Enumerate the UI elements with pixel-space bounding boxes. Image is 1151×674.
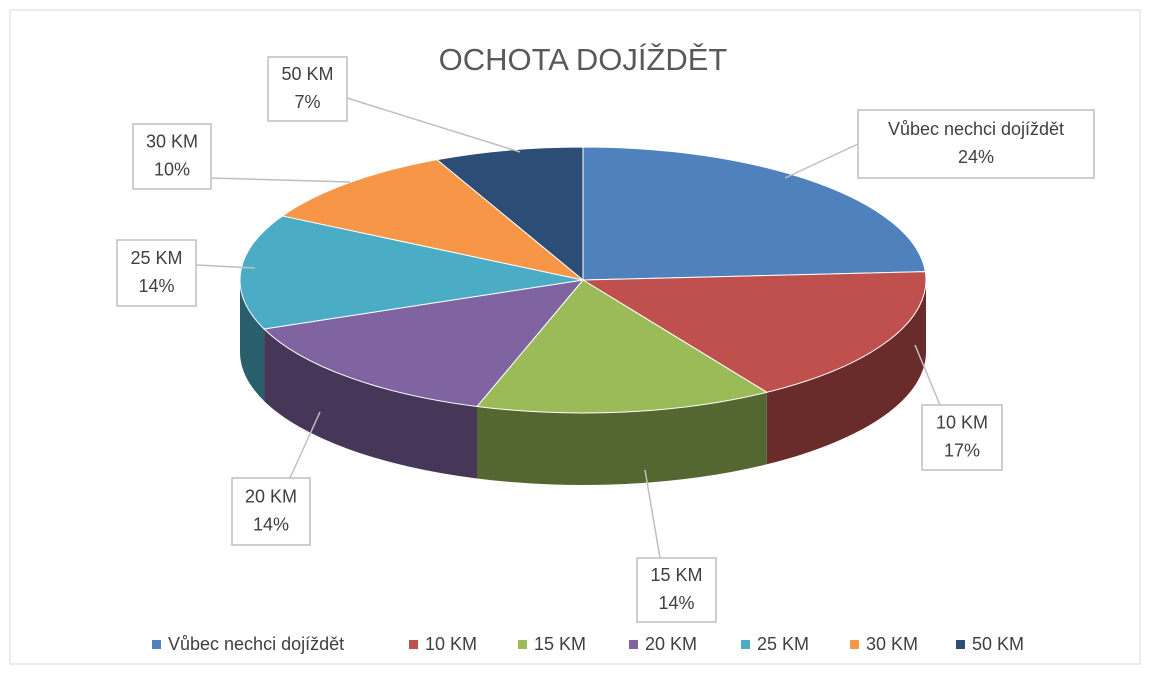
- leader-line: [210, 177, 351, 183]
- legend-swatch: [956, 640, 965, 649]
- legend-label: 30 KM: [866, 634, 918, 654]
- label-box: [857, 109, 1095, 179]
- slice: [239, 215, 584, 330]
- legend-label: 50 KM: [972, 634, 1024, 654]
- legend-label: 25 KM: [757, 634, 809, 654]
- leader-line: [346, 97, 521, 153]
- slice: [476, 279, 769, 414]
- label-box: [267, 56, 348, 122]
- label-box: [132, 123, 212, 190]
- slice-side: [477, 392, 767, 485]
- data-label-value: 14%: [138, 276, 174, 296]
- data-label-value: 14%: [658, 593, 694, 613]
- slice-side: [766, 280, 926, 465]
- slice-side: [264, 328, 478, 479]
- data-label-value: 10%: [154, 159, 190, 179]
- slice-side: [240, 280, 265, 401]
- data-label-name: 10 KM: [936, 412, 988, 432]
- data-label-value: 17%: [944, 440, 980, 460]
- legend-swatch: [850, 640, 859, 649]
- data-label-value: 24%: [958, 147, 994, 167]
- legend-swatch: [741, 640, 750, 649]
- leader-line: [914, 344, 941, 406]
- data-label-name: Vůbec nechci dojíždět: [888, 119, 1064, 139]
- legend-label: 20 KM: [645, 634, 697, 654]
- leader-line: [644, 469, 661, 559]
- slice: [263, 279, 585, 408]
- leader-line: [195, 264, 256, 269]
- leader-line: [784, 143, 859, 179]
- label-box: [921, 404, 1003, 471]
- legend-label: 10 KM: [425, 634, 477, 654]
- slice: [435, 146, 584, 282]
- leader-line: [289, 411, 321, 479]
- data-label-value: 7%: [294, 92, 320, 112]
- slice: [581, 271, 927, 393]
- data-label-name: 50 KM: [281, 64, 333, 84]
- label-box: [231, 477, 311, 546]
- chart-title: OCHOTA DOJÍŽDĚT: [439, 42, 728, 77]
- label-box: [636, 557, 717, 623]
- slice: [582, 146, 926, 281]
- data-label-name: 30 KM: [146, 131, 198, 151]
- data-label-name: 25 KM: [130, 248, 182, 268]
- legend-swatch: [629, 640, 638, 649]
- legend-swatch: [409, 640, 418, 649]
- data-label-name: 20 KM: [245, 486, 297, 506]
- legend-label: Vůbec nechci dojíždět: [168, 634, 344, 654]
- label-box: [116, 239, 197, 307]
- data-label-value: 14%: [253, 514, 289, 534]
- legend-label: 15 KM: [534, 634, 586, 654]
- data-label-name: 15 KM: [650, 565, 702, 585]
- legend-swatch: [518, 640, 527, 649]
- slice: [281, 159, 584, 281]
- legend-swatch: [152, 640, 161, 649]
